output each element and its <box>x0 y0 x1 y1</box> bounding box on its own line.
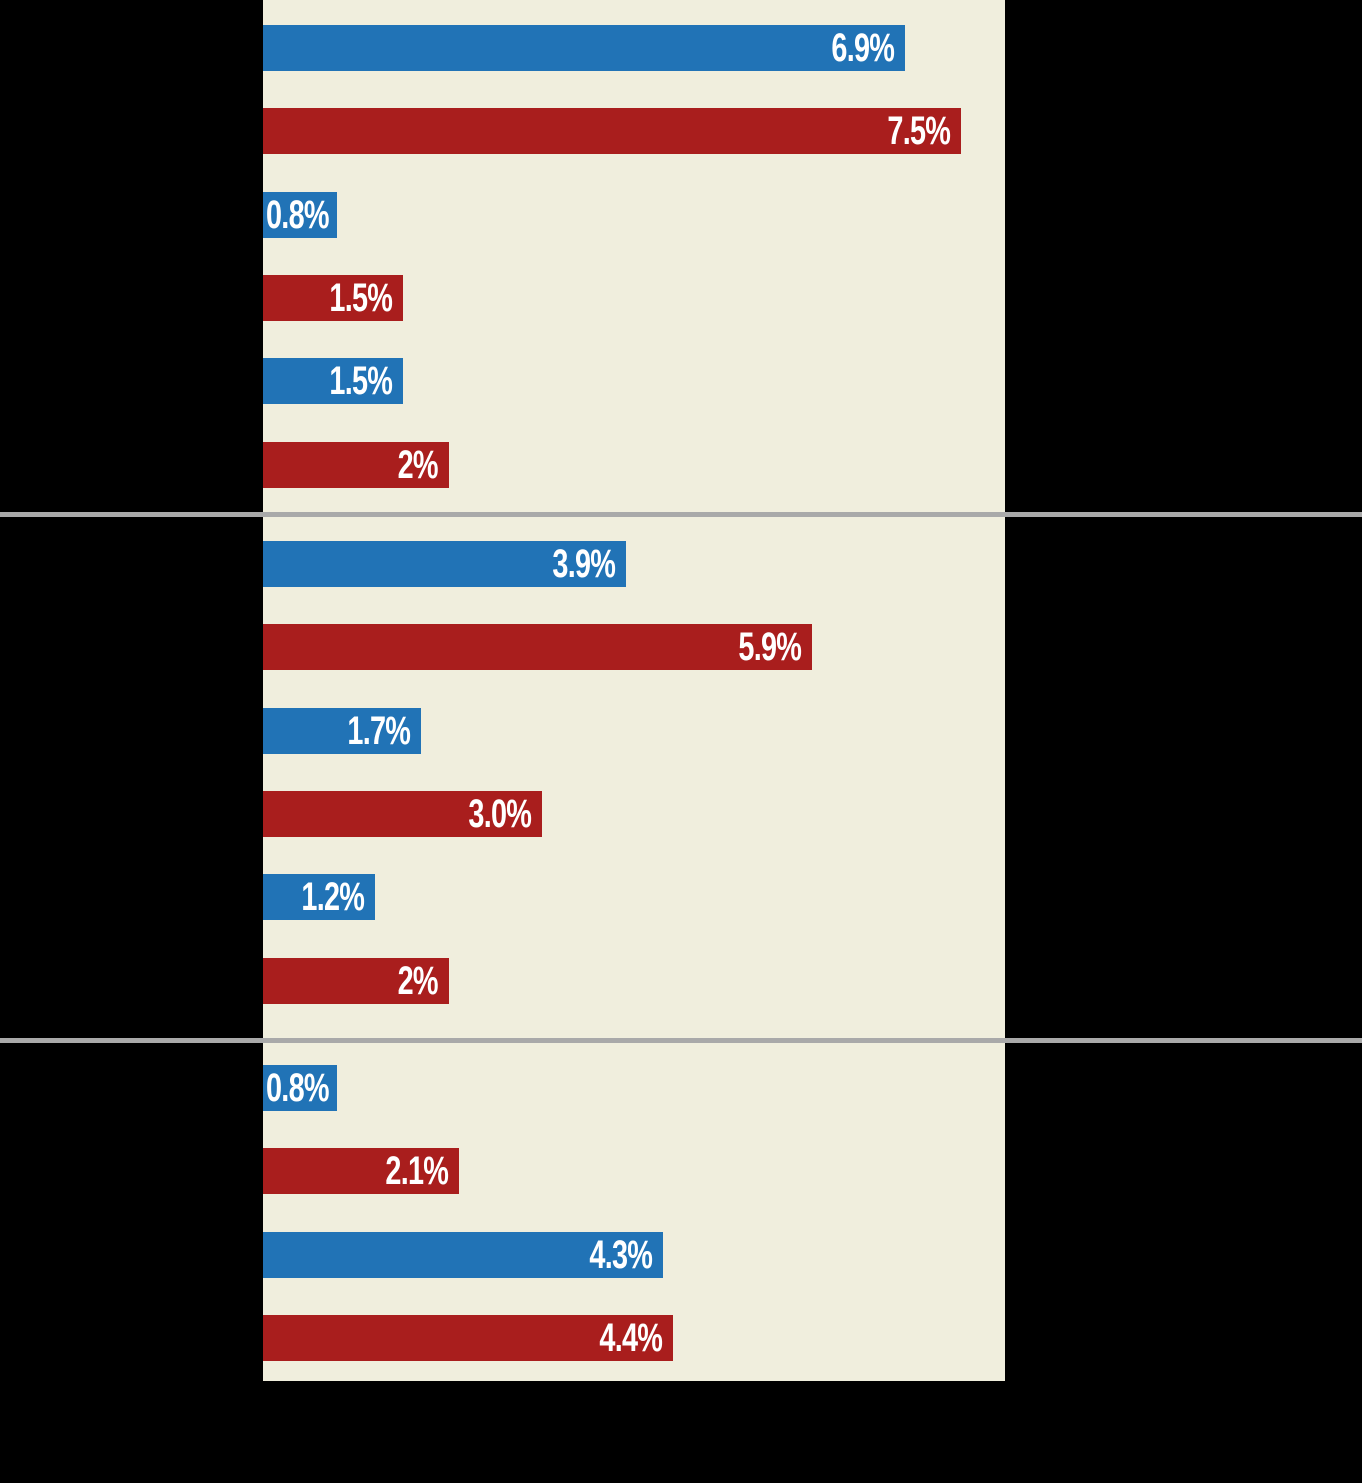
bar-value-label: 4.4% <box>599 1316 662 1360</box>
bar-value-label: 0.8% <box>266 1066 329 1110</box>
plot-area: 6.9% 7.5% 0.8% 1.5% 1.5% 2% 3.9% 5.9% 1.7% 3.0% 1.… <box>263 0 1005 1381</box>
bar-red: 2.1% <box>263 1148 459 1194</box>
bar-value-label: 0.8% <box>266 193 329 237</box>
bar-value-label: 6.9% <box>831 26 894 70</box>
divider-line-top <box>0 512 1362 517</box>
divider-line-bottom <box>0 1038 1362 1043</box>
bar-value-label: 3.0% <box>468 792 531 836</box>
bar-value-label: 1.5% <box>329 359 392 403</box>
bar-value-label: 1.2% <box>301 875 364 919</box>
bar-value-label: 2.1% <box>385 1149 448 1193</box>
bar-blue: 4.3% <box>263 1232 663 1278</box>
bar-red: 4.4% <box>263 1315 673 1361</box>
bar-red: 5.9% <box>263 624 812 670</box>
bar-value-label: 7.5% <box>887 109 950 153</box>
bar-blue: 0.8% <box>263 192 337 238</box>
bar-value-label: 4.3% <box>589 1233 652 1277</box>
bar-value-label: 2% <box>397 959 439 1003</box>
bar-blue: 1.2% <box>263 874 375 920</box>
bar-value-label: 3.9% <box>552 542 615 586</box>
bar-red: 7.5% <box>263 108 961 154</box>
bar-value-label: 5.9% <box>738 625 801 669</box>
bar-red: 2% <box>263 442 449 488</box>
bar-blue: 1.7% <box>263 708 421 754</box>
bar-red: 3.0% <box>263 791 542 837</box>
bar-blue: 0.8% <box>263 1065 337 1111</box>
bar-red: 1.5% <box>263 275 403 321</box>
bar-red: 2% <box>263 958 449 1004</box>
bar-blue: 6.9% <box>263 25 905 71</box>
bar-value-label: 1.5% <box>329 276 392 320</box>
bar-blue: 1.5% <box>263 358 403 404</box>
bar-value-label: 1.7% <box>347 709 410 753</box>
bar-blue: 3.9% <box>263 541 626 587</box>
bar-value-label: 2% <box>397 443 439 487</box>
